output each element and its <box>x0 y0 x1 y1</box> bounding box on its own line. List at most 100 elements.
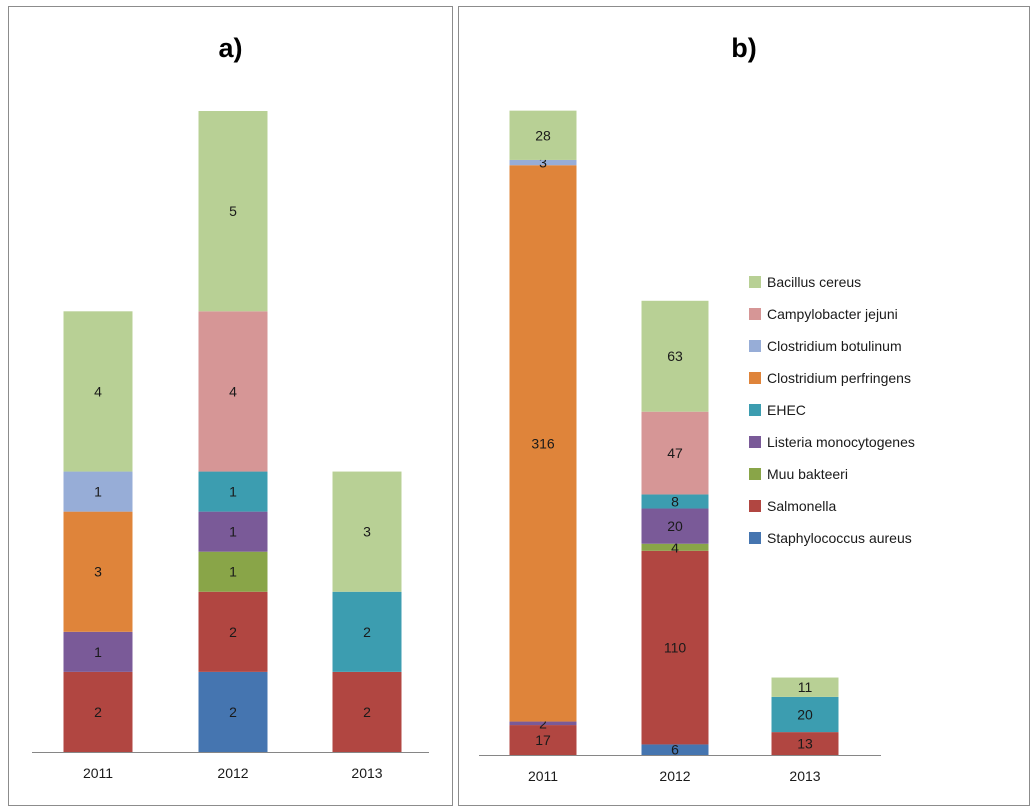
chart-b-data-label: 110 <box>664 640 687 656</box>
chart-b-data-label: 28 <box>535 127 551 143</box>
legend-label: Listeria monocytogenes <box>767 434 915 450</box>
chart-b-bar-bacillus-cereus-2012 <box>641 300 709 412</box>
chart-a-bar-ehec-2013 <box>332 591 402 672</box>
chart-a-bar-clostridium-perfringens-2011 <box>63 511 133 632</box>
chart-a-bar-salmonella-2011 <box>63 671 133 752</box>
chart-b-data-label: 20 <box>797 707 813 723</box>
legend-swatch <box>749 500 761 512</box>
chart-a-bar-clostridium-botulinum-2011 <box>63 471 133 512</box>
legend-swatch <box>749 436 761 448</box>
chart-b-bar-salmonella-2011 <box>509 725 577 755</box>
legend-swatch <box>749 276 761 288</box>
chart-b-data-label: 47 <box>667 445 683 461</box>
chart-b-data-label: 63 <box>667 348 683 364</box>
chart-a-data-label: 1 <box>229 484 237 500</box>
chart-b-bar-ehec-2012 <box>641 494 709 509</box>
legend-label: Clostridium perfringens <box>767 370 911 386</box>
chart-a-data-label: 1 <box>94 644 102 660</box>
chart-a-bar-salmonella-2013 <box>332 671 402 752</box>
legend-swatch <box>749 532 761 544</box>
chart-a-data-label: 2 <box>229 624 237 640</box>
chart-a-bar-campylobacter-jejuni-2012 <box>198 311 268 472</box>
legend-label: Bacillus cereus <box>767 274 862 290</box>
chart-panel-b: b) 17 2 316 3 28 2011 6 110 4 20 8 47 63 2012 13 20 11 20… <box>458 6 1030 806</box>
legend-label: Staphylococcus aureus <box>767 530 912 546</box>
chart-a-data-label: 3 <box>94 564 102 580</box>
chart-a-bar-bacillus-cereus-2012 <box>198 111 268 312</box>
legend-item-muu-bakteeri: Muu bakteeri <box>749 458 915 490</box>
chart-a-bar-muu-bakteeri-2012 <box>198 551 268 592</box>
legend-item-listeria-monocytogenes: Listeria monocytogenes <box>749 426 915 458</box>
legend-item-clostridium-perfringens: Clostridium perfringens <box>749 362 915 394</box>
chart-a-bar-listeria-monocytogenes-2011 <box>63 631 133 672</box>
chart-b-bar-clostridium-botulinum-2011 <box>509 159 577 166</box>
chart-a-bar-ehec-2012 <box>198 471 268 512</box>
chart-b-data-label: 8 <box>671 493 679 509</box>
chart-a-bar-listeria-monocytogenes-2012 <box>198 511 268 552</box>
chart-a-x-tick-label: 2012 <box>217 765 248 781</box>
legend-label: Muu bakteeri <box>767 466 848 482</box>
chart-title-a: a) <box>218 33 243 63</box>
chart-b-bar-bacillus-cereus-2011 <box>509 110 577 160</box>
legend-swatch <box>749 340 761 352</box>
chart-a-bar-bacillus-cereus-2013 <box>332 471 402 592</box>
chart-a-data-label: 1 <box>229 524 237 540</box>
chart-b-x-tick-label: 2011 <box>528 768 558 784</box>
chart-b-data-label: 13 <box>797 736 813 752</box>
chart-a-bar-staphylococcus-aureus-2012 <box>198 671 268 752</box>
legend-label: Salmonella <box>767 498 837 514</box>
chart-b-data-label: 4 <box>671 539 679 555</box>
chart-a-data-label: 3 <box>363 524 371 540</box>
chart-b-data-label: 11 <box>798 679 813 695</box>
chart-b-bar-listeria-monocytogenes-2012 <box>641 508 709 544</box>
legend-item-clostridium-botulinum: Clostridium botulinum <box>749 330 915 362</box>
chart-b-data-label: 3 <box>539 155 547 171</box>
chart-b-data-label: 2 <box>539 715 547 731</box>
chart-b-data-label: 316 <box>531 435 555 451</box>
chart-a-data-label: 5 <box>229 203 237 219</box>
chart-b-data-label: 17 <box>535 732 551 748</box>
legend-item-salmonella: Salmonella <box>749 490 915 522</box>
legend-item-bacillus-cereus: Bacillus cereus <box>749 266 915 298</box>
chart-b-x-tick-label: 2013 <box>789 768 820 784</box>
chart-b-bar-staphylococcus-aureus-2012 <box>641 744 709 755</box>
chart-a-bar-salmonella-2012 <box>198 591 268 672</box>
chart-a-data-label: 2 <box>363 704 371 720</box>
legend-swatch <box>749 404 761 416</box>
chart-a-data-label: 2 <box>363 624 371 640</box>
chart-panel-a: a) 2 1 3 1 4 2011 2 2 1 1 1 4 5 2012 2 2 3 2013 <box>8 6 453 806</box>
chart-b-bar-listeria-monocytogenes-2011 <box>509 721 577 726</box>
legend-label: EHEC <box>767 402 806 418</box>
legend-label: Campylobacter jejuni <box>767 306 898 322</box>
chart-b-bar-ehec-2013 <box>771 696 839 733</box>
chart-b-bar-muu-bakteeri-2012 <box>641 543 709 551</box>
chart-a-canvas: 2 1 3 1 4 2011 2 2 1 1 1 4 5 2012 2 2 3 2013 <box>32 111 429 781</box>
legend-swatch <box>749 308 761 320</box>
legend-item-campylobacter-jejuni: Campylobacter jejuni <box>749 298 915 330</box>
legend-item-ehec: EHEC <box>749 394 915 426</box>
chart-a-bar-bacillus-cereus-2011 <box>63 311 133 472</box>
chart-a-data-label: 1 <box>229 564 237 580</box>
chart-b-bar-salmonella-2013 <box>771 732 839 755</box>
legend-swatch <box>749 372 761 384</box>
legend-item-staphylococcus-aureus: Staphylococcus aureus <box>749 522 915 554</box>
chart-a-data-label: 2 <box>229 704 237 720</box>
chart-a-x-tick-label: 2013 <box>351 765 382 781</box>
legend: Bacillus cereus Campylobacter jejuni Clost… <box>749 266 915 554</box>
chart-b-bar-campylobacter-jejuni-2012 <box>641 411 709 495</box>
chart-b-bar-bacillus-cereus-2013 <box>771 677 839 697</box>
chart-a-data-label: 1 <box>94 484 102 500</box>
legend-swatch <box>749 468 761 480</box>
chart-a-data-label: 4 <box>94 383 102 399</box>
chart-b-x-tick-label: 2012 <box>659 768 690 784</box>
chart-b-bar-salmonella-2012 <box>641 550 709 745</box>
chart-a-data-label: 4 <box>229 383 237 399</box>
chart-b-data-label: 20 <box>667 518 683 534</box>
legend-label: Clostridium botulinum <box>767 338 902 354</box>
chart-a-data-label: 2 <box>94 704 102 720</box>
chart-title-b: b) <box>731 33 757 63</box>
chart-b-bar-clostridium-perfringens-2011 <box>509 165 577 722</box>
chart-b-data-label: 6 <box>671 742 679 758</box>
chart-a-x-tick-label: 2011 <box>83 765 113 781</box>
